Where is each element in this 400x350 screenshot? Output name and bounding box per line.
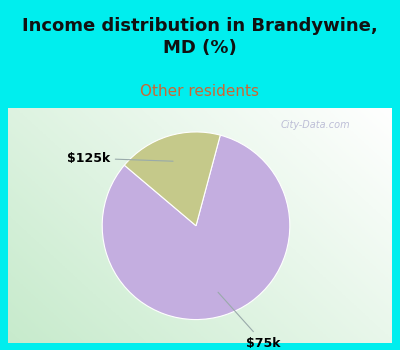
Text: Income distribution in Brandywine,
MD (%): Income distribution in Brandywine, MD (%… bbox=[22, 17, 378, 57]
Wedge shape bbox=[102, 135, 290, 320]
Wedge shape bbox=[124, 132, 220, 226]
Text: City-Data.com: City-Data.com bbox=[280, 120, 350, 130]
Text: $75k: $75k bbox=[218, 292, 281, 350]
Text: Other residents: Other residents bbox=[140, 84, 260, 99]
Text: $125k: $125k bbox=[66, 152, 173, 165]
